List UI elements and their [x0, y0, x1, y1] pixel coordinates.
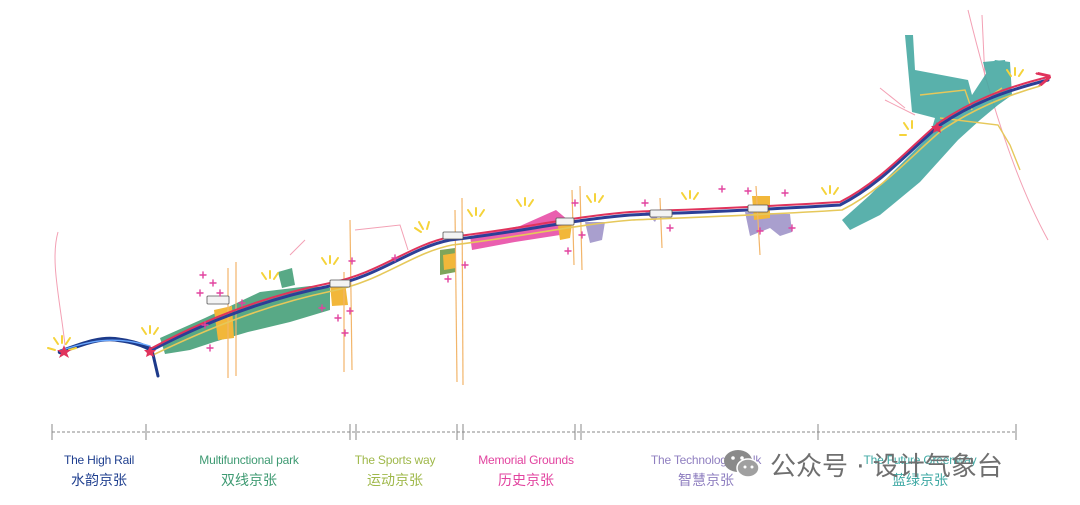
segment-en: Memorial Grounds — [478, 453, 574, 467]
wechat-icon — [724, 450, 760, 478]
high-rail-corridor — [57, 336, 160, 378]
segment-en: Multifunctional park — [199, 453, 299, 467]
segment-scale — [51, 424, 1017, 440]
station-markers — [206, 204, 769, 305]
segment-label-future: The Future Greenway 蓝绿京张 — [864, 453, 977, 490]
segment-cn: 运动京张 — [366, 472, 423, 488]
segment-label-memorial: Memorial Grounds 历史京张 — [478, 453, 574, 490]
segment-label-high-rail: The High Rail 水韵京张 — [64, 453, 134, 490]
segment-cn: 水韵京张 — [70, 472, 127, 488]
segment-cn: 智慧京张 — [677, 472, 734, 488]
context-lines — [54, 9, 1049, 346]
watermark-text: 公众号 · 设计气象台 — [770, 451, 1003, 482]
watermark: 公众号 · 设计气象台 — [722, 444, 1003, 484]
segment-en: The Future Greenway — [863, 453, 977, 467]
segment-label-sports: The Sports way 运动京张 — [355, 453, 436, 490]
segment-cn: 历史京张 — [497, 472, 554, 488]
segment-label-multifunctional: Multifunctional park 双线京张 — [199, 453, 299, 490]
highlight-sparkles — [47, 67, 1024, 351]
connector-lines — [227, 185, 761, 386]
segment-cn: 双线京张 — [220, 472, 277, 488]
star-markers — [57, 122, 943, 358]
segment-en: The Sports way — [354, 453, 436, 467]
segment-en: The High Rail — [63, 453, 135, 467]
segment-cn: 蓝绿京张 — [891, 472, 948, 488]
cross-markers — [196, 185, 796, 352]
